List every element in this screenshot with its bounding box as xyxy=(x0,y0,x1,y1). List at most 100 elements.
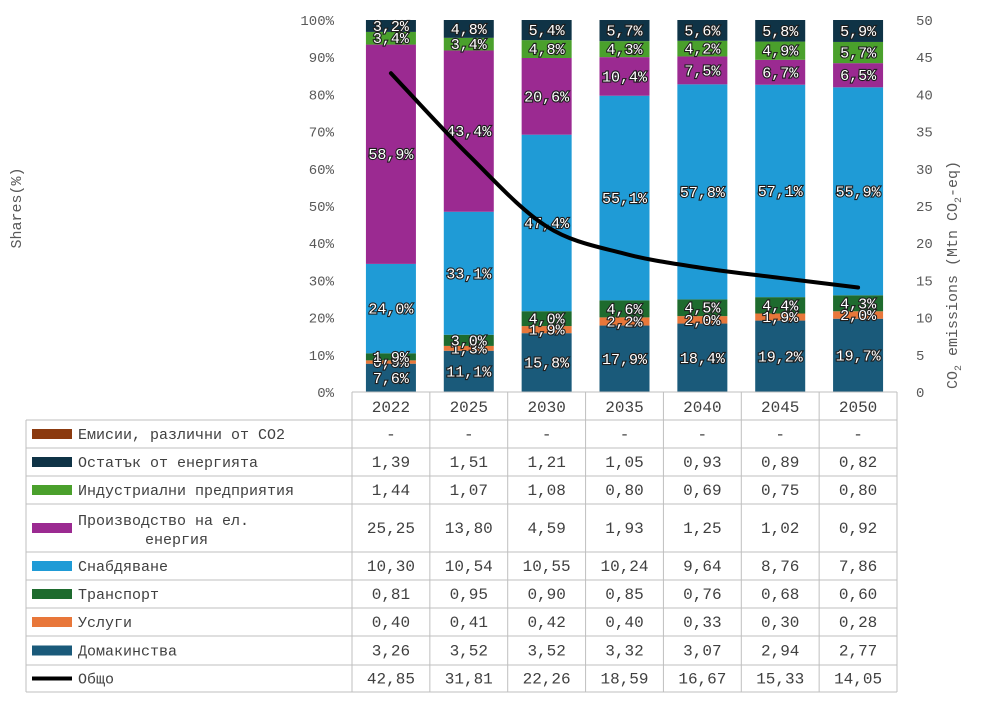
bar-segment xyxy=(599,20,650,42)
right-tick-label: 50 xyxy=(916,14,933,30)
bar-segment xyxy=(755,41,806,60)
bar-value-label: 5,9% xyxy=(840,24,877,41)
bar-value-label: 4,4% xyxy=(762,298,799,315)
x-category-label: 2035 xyxy=(605,399,643,417)
table-cell: - xyxy=(542,426,552,444)
bar-segment xyxy=(521,311,572,327)
bar-segment xyxy=(833,295,884,312)
bar-segment xyxy=(599,317,650,326)
table-cell: 1,39 xyxy=(372,454,410,472)
bar-segment xyxy=(521,326,572,334)
left-tick-label: 10% xyxy=(309,349,335,365)
row-label: Остатък от енергията xyxy=(78,455,258,472)
bar-segment xyxy=(365,31,416,45)
bar-segment xyxy=(365,44,416,264)
bar-segment xyxy=(365,20,416,32)
table-cell: 22,26 xyxy=(523,671,571,689)
table-cell: 0,80 xyxy=(605,482,643,500)
bar-value-label: 55,9% xyxy=(836,184,882,201)
row-label: Услуги xyxy=(78,615,132,632)
row-label: Общо xyxy=(78,672,114,689)
bar-value-label: 2,0% xyxy=(684,313,721,330)
right-tick-label: 20 xyxy=(916,237,933,253)
data-table: 2022 2025 2030 2035 2040 2045 2050 Емисии, разл… xyxy=(25,392,898,693)
table-cell: 0,80 xyxy=(839,482,877,500)
right-tick-label: 45 xyxy=(916,51,933,67)
legend-swatch xyxy=(32,617,72,627)
table-cell: 7,86 xyxy=(839,558,877,576)
bar-value-label: 6,5% xyxy=(840,68,877,85)
bar-segment xyxy=(833,20,884,42)
left-tick-label: 0% xyxy=(317,386,334,402)
bar-segment xyxy=(443,350,494,392)
bar-segment xyxy=(443,211,494,335)
stacked-bars xyxy=(365,20,884,392)
bar-segment xyxy=(443,334,494,346)
bar-value-label: 43,4% xyxy=(446,124,492,141)
bar-value-label: 4,9% xyxy=(762,44,799,61)
bar-segment xyxy=(365,360,416,364)
bar-value-label: 4,2% xyxy=(684,42,721,59)
table-cell: 0,42 xyxy=(527,614,565,632)
table-cell: 0,85 xyxy=(605,586,643,604)
legend-swatch xyxy=(32,645,72,656)
table-cell: 25,25 xyxy=(367,520,415,538)
table-cell: 0,40 xyxy=(605,614,643,632)
bar-value-label: 1,3% xyxy=(451,341,488,358)
table-cell: 9,64 xyxy=(683,558,721,576)
bar-value-label: 5,7% xyxy=(606,24,643,41)
table-cell: 15,33 xyxy=(756,671,804,689)
table-cell: 1,93 xyxy=(605,520,643,538)
table-cell: 0,33 xyxy=(683,614,721,632)
legend-swatch xyxy=(32,485,72,495)
table-cell: 1,08 xyxy=(527,482,565,500)
table-cell: - xyxy=(853,426,863,444)
bar-value-label: 4,6% xyxy=(606,302,643,319)
bar-value-label: 4,8% xyxy=(529,42,566,59)
left-axis-title: Shares(%) xyxy=(9,167,26,248)
table-cell: 0,75 xyxy=(761,482,799,500)
table-cell: 42,85 xyxy=(367,671,415,689)
bar-segment xyxy=(833,41,884,64)
legend-swatch xyxy=(32,429,72,439)
bar-value-label: 1,9% xyxy=(762,310,799,327)
table-cell: 0,82 xyxy=(839,454,877,472)
bar-segment xyxy=(365,353,416,361)
bar-segment xyxy=(833,63,884,88)
table-cell: 3,52 xyxy=(450,643,488,661)
bar-segment xyxy=(833,318,884,392)
table-cell: 10,54 xyxy=(445,558,493,576)
left-tick-label: 90% xyxy=(309,51,335,67)
bar-value-label: 4,5% xyxy=(684,301,721,318)
left-tick-label: 80% xyxy=(309,88,335,104)
right-tick-label: 25 xyxy=(916,200,933,216)
bar-value-label: 4,0% xyxy=(529,312,566,329)
bar-value-label: 3,4% xyxy=(451,37,488,54)
bar-segment xyxy=(443,20,494,38)
table-cell: 10,30 xyxy=(367,558,415,576)
bar-value-label: 2,0% xyxy=(840,308,877,325)
table-cell: 3,32 xyxy=(605,643,643,661)
bar-segment xyxy=(755,297,806,314)
bar-value-label: 24,0% xyxy=(368,302,414,319)
table-cell: 0,81 xyxy=(372,586,410,604)
x-category-label: 2025 xyxy=(450,399,488,417)
right-tick-label: 5 xyxy=(916,349,924,365)
table-cell: 0,76 xyxy=(683,586,721,604)
table-cell: - xyxy=(386,426,396,444)
table-cell: 4,59 xyxy=(527,520,565,538)
bar-segment xyxy=(677,56,728,85)
bar-value-label: 10,4% xyxy=(602,69,648,86)
total-emissions-line xyxy=(388,71,861,290)
table-cell: 3,52 xyxy=(527,643,565,661)
table-cell: 0,41 xyxy=(450,614,488,632)
bar-segment xyxy=(521,20,572,41)
table-cell: 10,55 xyxy=(523,558,571,576)
bar-segment xyxy=(443,345,494,351)
table-cell: 8,76 xyxy=(761,558,799,576)
table-cell: 0,30 xyxy=(761,614,799,632)
bar-segment xyxy=(677,323,728,392)
bar-value-label: 7,6% xyxy=(373,371,410,388)
table-cell: 1,02 xyxy=(761,520,799,538)
